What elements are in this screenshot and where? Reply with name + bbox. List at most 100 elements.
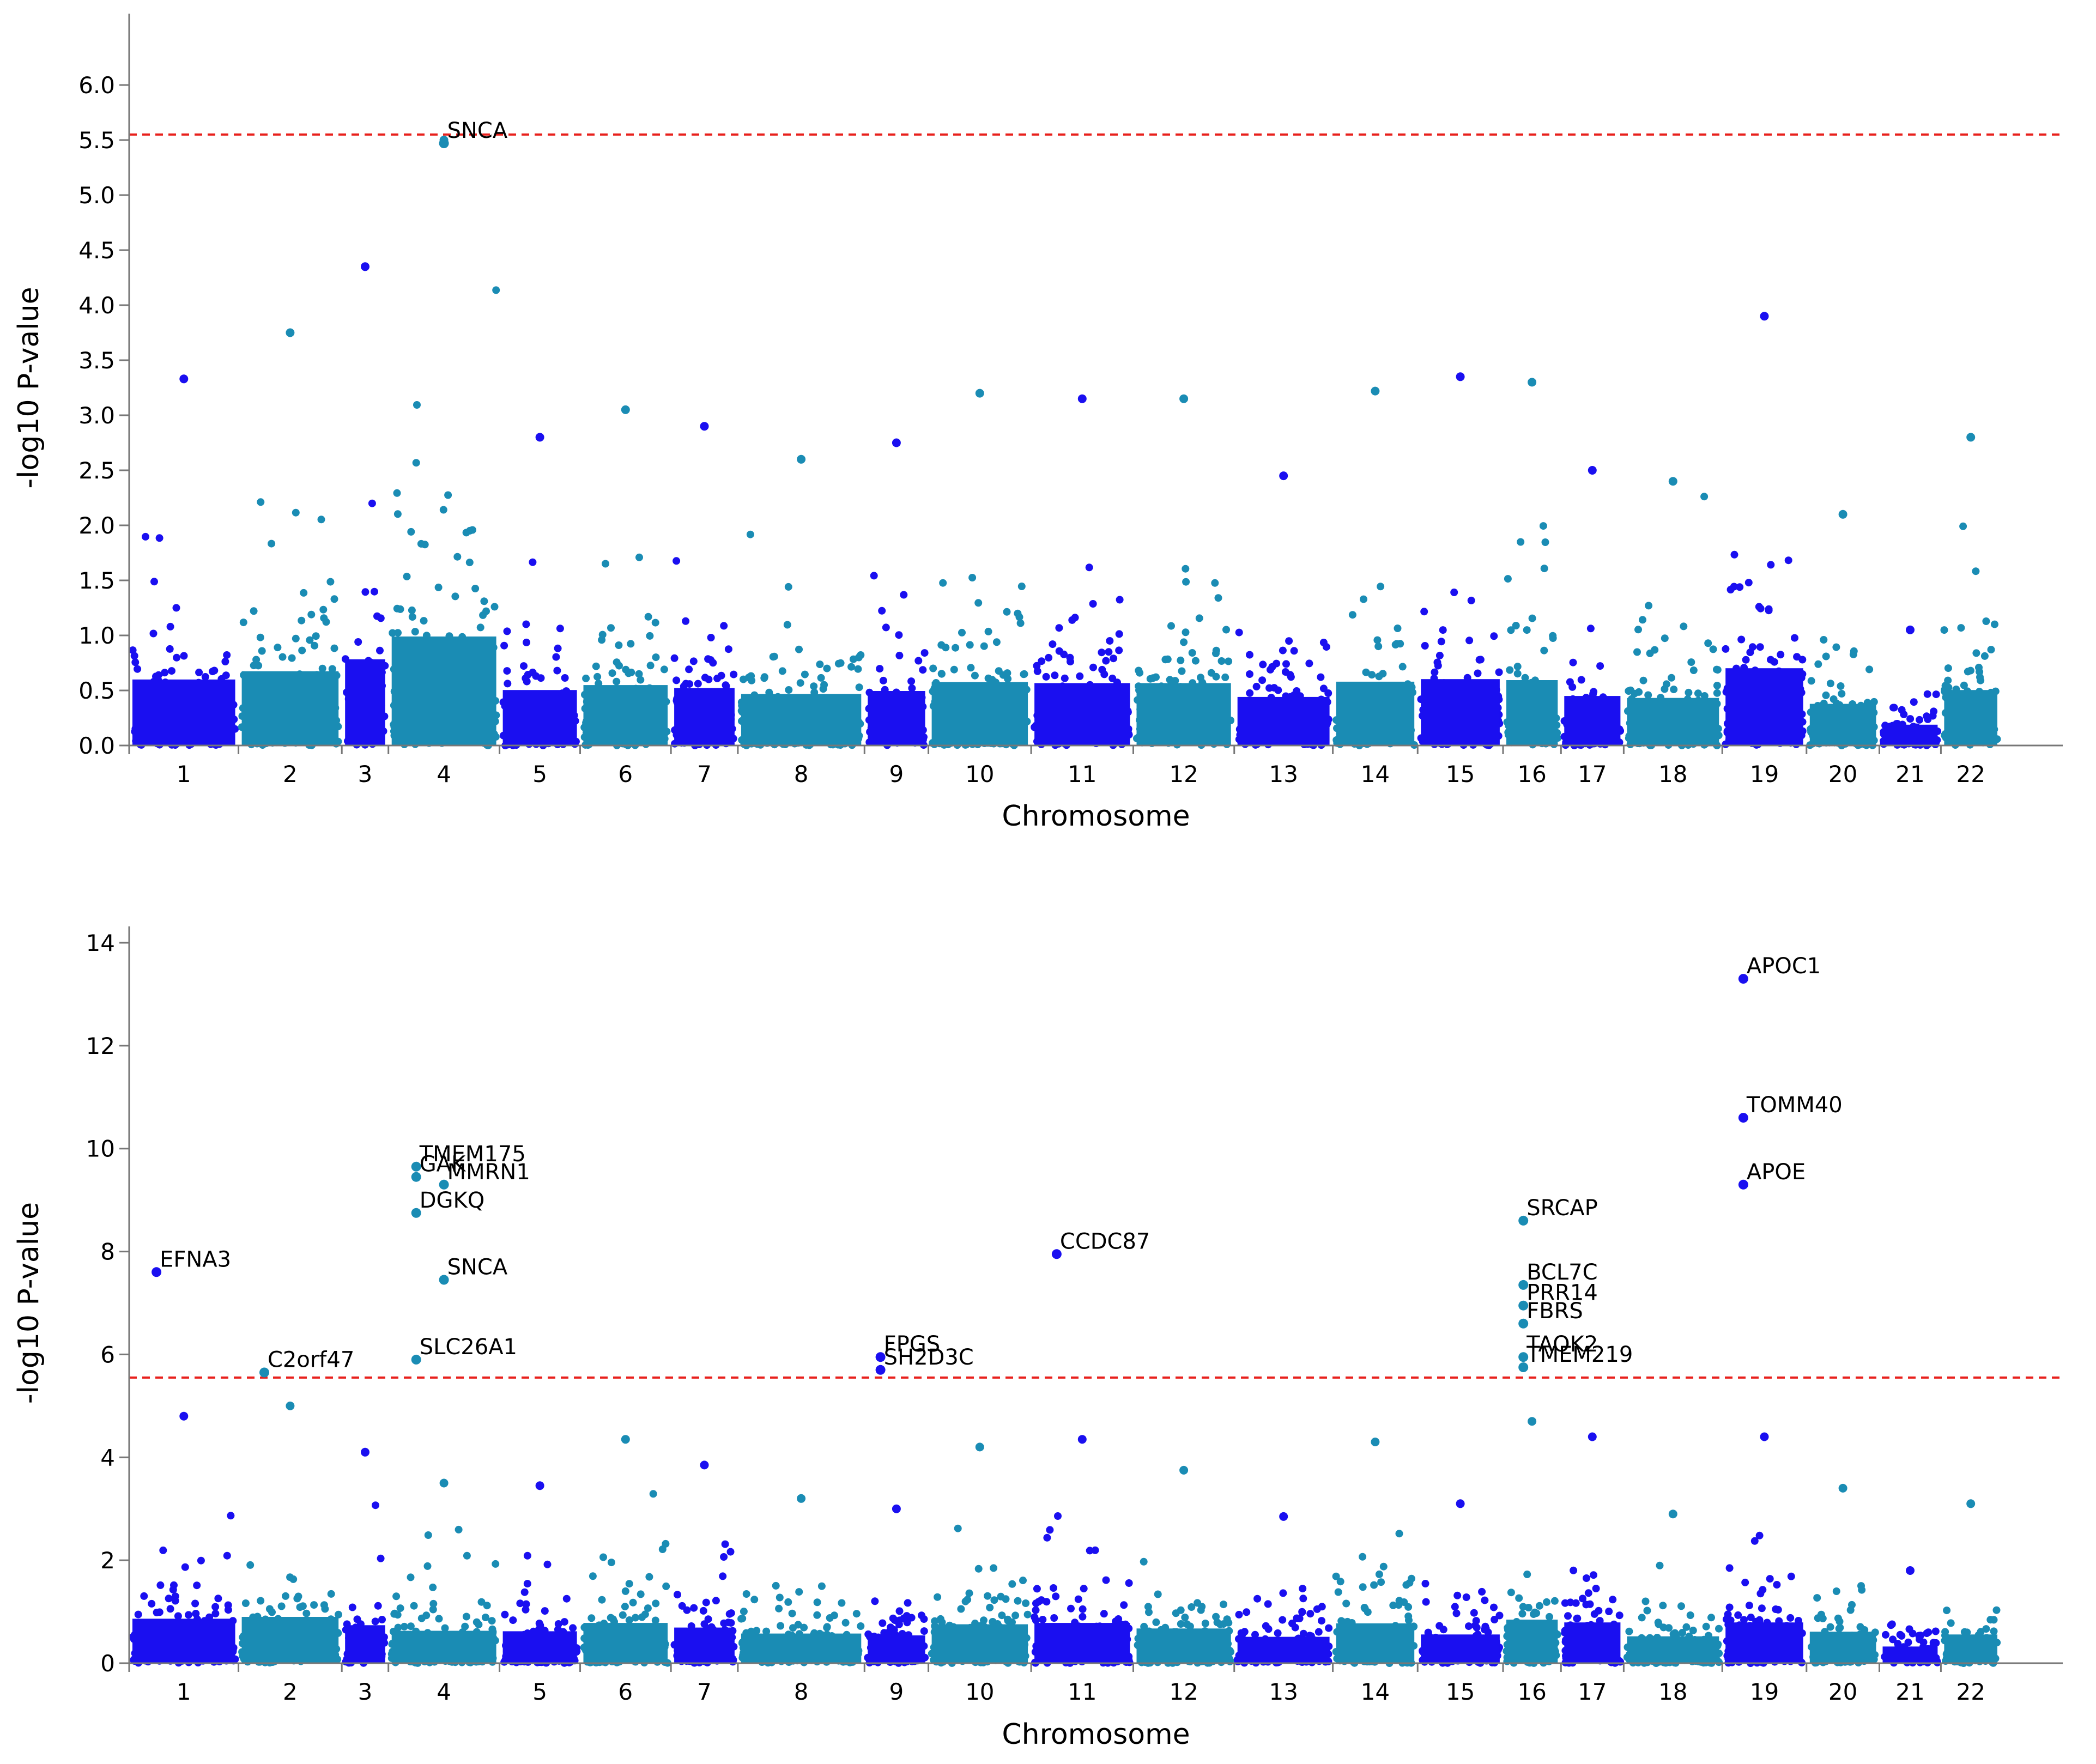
data-point-band <box>674 688 735 745</box>
data-point <box>1959 522 1967 530</box>
data-point <box>180 652 188 660</box>
data-point <box>1172 1609 1180 1617</box>
data-point <box>1404 1603 1413 1611</box>
data-point <box>1944 664 1952 672</box>
data-point <box>1408 1574 1415 1583</box>
data-point <box>966 641 974 649</box>
data-point <box>393 489 401 497</box>
data-point <box>800 1623 808 1632</box>
data-point <box>1201 1620 1209 1627</box>
data-point <box>641 1610 649 1618</box>
data-point <box>1116 596 1124 604</box>
data-point <box>720 1553 728 1561</box>
data-point <box>282 1592 289 1600</box>
data-point <box>1002 1595 1010 1603</box>
chromosome-peak-point <box>1966 433 1976 442</box>
data-point <box>1264 1625 1273 1633</box>
data-point <box>1052 1592 1060 1601</box>
data-point <box>674 1591 681 1599</box>
data-point <box>737 1615 746 1623</box>
data-point <box>503 667 511 675</box>
data-point <box>920 1627 928 1635</box>
data-point <box>1633 648 1641 656</box>
data-point <box>627 640 635 648</box>
data-point <box>1182 565 1190 573</box>
data-point <box>523 677 531 686</box>
data-point <box>1337 1617 1346 1625</box>
data-point-band <box>583 685 668 745</box>
data-point <box>990 1596 998 1604</box>
data-point <box>652 653 660 662</box>
data-point <box>408 613 416 621</box>
data-point <box>312 632 320 640</box>
chromosome-peak-point <box>1371 386 1380 396</box>
data-point <box>730 670 738 678</box>
data-point <box>900 591 908 599</box>
x-tick-label: 6 <box>618 761 633 787</box>
data-point <box>320 614 328 622</box>
data-point <box>1777 651 1785 659</box>
data-point <box>882 623 890 632</box>
data-point <box>1625 687 1633 695</box>
data-point <box>523 638 530 646</box>
data-point <box>1506 666 1514 674</box>
data-point <box>847 663 856 671</box>
data-point <box>1140 1557 1148 1566</box>
data-point <box>954 1524 962 1532</box>
data-point <box>471 585 480 592</box>
data-point <box>209 668 217 676</box>
data-point <box>1291 1623 1299 1632</box>
data-point <box>952 644 960 652</box>
data-point <box>392 1592 401 1601</box>
data-point <box>306 636 314 644</box>
y-tick-label: 4.5 <box>78 237 115 264</box>
data-point <box>1478 1587 1486 1596</box>
data-point <box>707 634 715 641</box>
data-point <box>193 1581 201 1590</box>
data-point <box>709 659 717 667</box>
data-point <box>607 1559 615 1567</box>
data-point <box>265 1605 274 1613</box>
data-point <box>1055 624 1063 632</box>
data-point <box>1039 1616 1047 1623</box>
data-point-band <box>1034 1623 1130 1663</box>
data-point <box>252 656 261 664</box>
data-point <box>257 498 265 506</box>
data-point <box>1295 1614 1304 1622</box>
data-point <box>1091 1546 1099 1554</box>
data-point <box>1313 1605 1321 1613</box>
x-tick-label: 11 <box>1068 761 1097 787</box>
data-point <box>1980 652 1989 660</box>
data-point <box>1374 642 1383 651</box>
data-point <box>726 1548 735 1556</box>
data-point <box>1680 622 1688 631</box>
data-point <box>1713 689 1721 697</box>
data-point <box>1285 637 1293 645</box>
data-point <box>407 528 415 536</box>
y-tick-label: 1.0 <box>78 622 115 649</box>
data-point <box>537 1624 545 1633</box>
data-point <box>140 1592 148 1600</box>
data-point <box>562 1595 571 1603</box>
data-point-band <box>868 691 925 745</box>
data-point <box>904 1599 912 1607</box>
data-point-band <box>1336 1623 1415 1663</box>
data-point <box>1377 583 1385 591</box>
data-point <box>1513 670 1522 678</box>
data-point <box>813 1611 821 1619</box>
data-point <box>685 665 693 674</box>
data-point <box>895 631 903 639</box>
data-point <box>1420 608 1428 616</box>
x-tick-label: 8 <box>794 761 809 787</box>
data-point <box>224 1601 232 1609</box>
data-point <box>553 666 561 675</box>
x-tick-label: 3 <box>358 761 373 787</box>
data-point <box>1975 663 1983 671</box>
data-point <box>554 1620 562 1628</box>
data-point-band <box>741 1633 862 1663</box>
data-point <box>1314 1628 1323 1636</box>
data-point <box>1850 647 1858 655</box>
data-point <box>1910 698 1918 706</box>
data-point <box>965 1589 973 1597</box>
data-point <box>330 595 338 603</box>
